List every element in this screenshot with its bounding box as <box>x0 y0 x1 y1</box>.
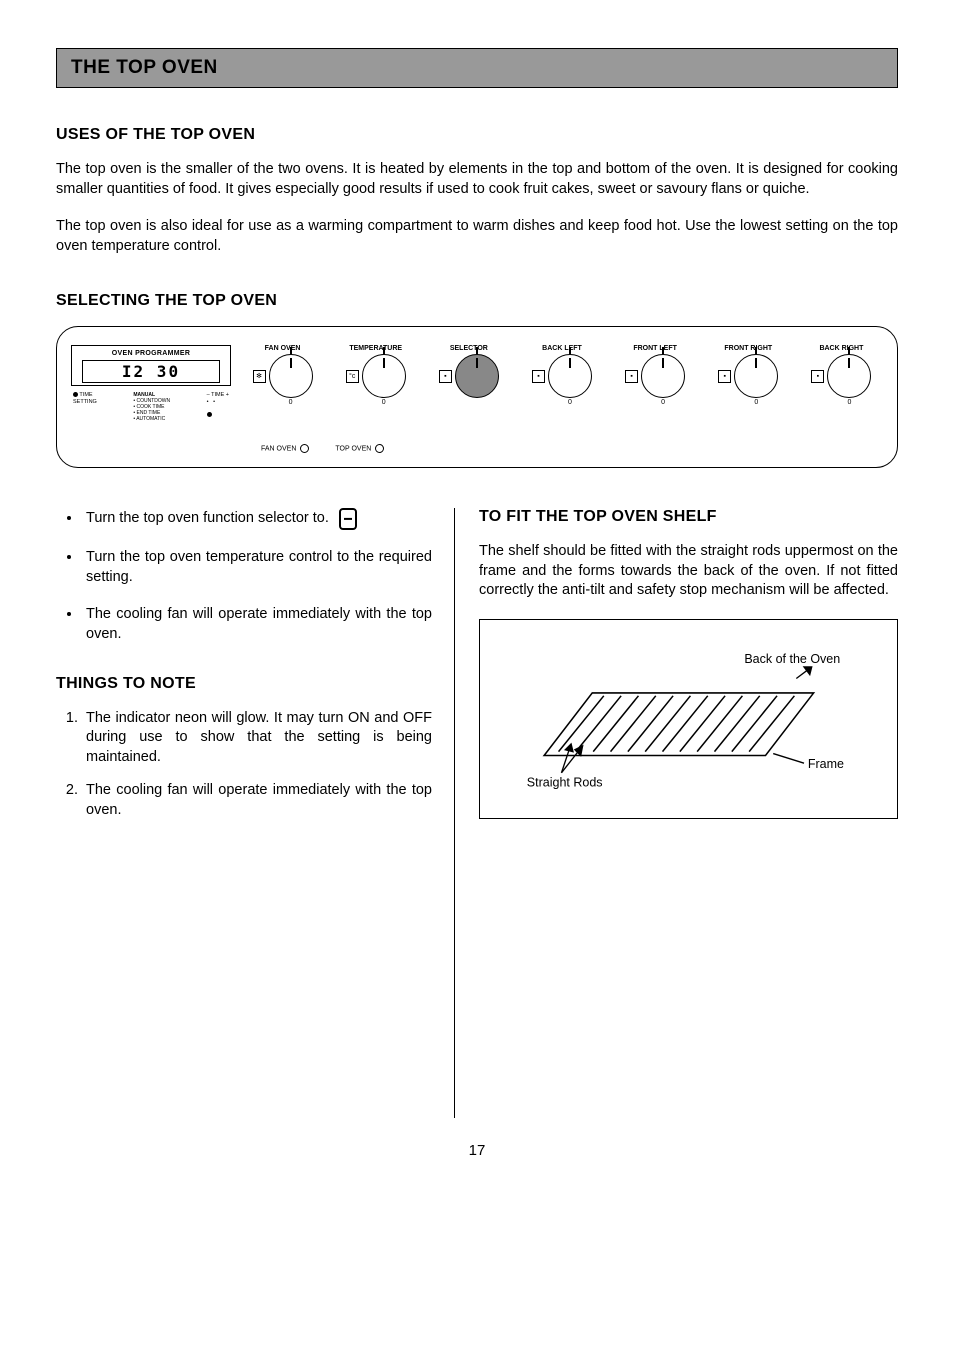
fit-para: The shelf should be fitted with the stra… <box>479 542 898 601</box>
control-panel: OVEN PROGRAMMER I2 30 TIMESETTING MANUAL… <box>56 326 898 468</box>
diagram-rods-label: Straight Rods <box>527 775 603 789</box>
diagram-frame-label: Frame <box>808 757 844 771</box>
knob-front-left: FRONT LEFT ▪0 <box>614 345 697 398</box>
selecting-heading: SELECTING THE TOP OVEN <box>56 292 898 310</box>
title-bar: THE TOP OVEN <box>56 48 898 88</box>
list-item: The cooling fan will operate immediately… <box>82 605 432 644</box>
programmer-display: I2 30 <box>82 360 220 383</box>
hob-fr-icon: ▪ <box>718 370 731 383</box>
selector-sq-icon: ▪ <box>439 370 452 383</box>
oven-programmer: OVEN PROGRAMMER I2 30 TIMESETTING MANUAL… <box>71 345 231 422</box>
left-column: Turn the top oven function selector to. … <box>56 508 454 1118</box>
knob-back-left: BACK LEFT ▪0 <box>520 345 603 398</box>
fan-oven-neon-icon <box>300 444 309 453</box>
things-notes: The indicator neon will glow. It may tur… <box>56 709 432 821</box>
diagram-back-label: Back of the Oven <box>744 652 840 666</box>
list-item: The indicator neon will glow. It may tur… <box>82 709 432 768</box>
right-column: TO FIT THE TOP OVEN SHELF The shelf shou… <box>454 508 898 1118</box>
knob-fan-oven: FAN OVEN ✻0 <box>241 345 324 398</box>
page-title: THE TOP OVEN <box>71 57 883 79</box>
hob-bl-icon: ▪ <box>532 370 545 383</box>
things-heading: THINGS TO NOTE <box>56 675 432 693</box>
uses-heading: USES OF THE TOP OVEN <box>56 126 898 144</box>
programmer-modes: MANUAL• COUNTDOWN• COOK TIME• END TIME• … <box>133 392 170 422</box>
knob-selector: SELECTOR ▪ <box>427 345 510 398</box>
knob-temperature: TEMPERATURE °c0 <box>334 345 417 398</box>
two-column-layout: Turn the top oven function selector to. … <box>56 508 898 1118</box>
hob-br-icon: ▪ <box>811 370 824 383</box>
time-setting-label: TIMESETTING <box>73 392 97 422</box>
hob-fl-icon: ▪ <box>625 370 638 383</box>
temperature-icon: °c <box>346 370 359 383</box>
programmer-label: OVEN PROGRAMMER <box>78 350 224 357</box>
fan-icon: ✻ <box>253 370 266 383</box>
selecting-section: SELECTING THE TOP OVEN OVEN PROGRAMMER I… <box>56 292 898 468</box>
uses-para-2: The top oven is also ideal for use as a … <box>56 217 898 256</box>
fit-heading: TO FIT THE TOP OVEN SHELF <box>479 508 898 526</box>
top-oven-neon-icon <box>375 444 384 453</box>
selecting-bullets: Turn the top oven function selector to. … <box>56 508 432 644</box>
list-item: Turn the top oven temperature control to… <box>82 548 432 587</box>
panel-bottom-labels: FAN OVEN TOP OVEN <box>261 444 883 453</box>
time-plusminus-label: – TIME +• • <box>207 392 229 422</box>
top-oven-selector-icon <box>339 508 357 530</box>
knob-back-right: BACK RIGHT ▪0 <box>800 345 883 398</box>
shelf-diagram: Back of the Oven Straight Rods Frame <box>479 619 898 819</box>
list-item: The cooling fan will operate immediately… <box>82 781 432 820</box>
list-item: Turn the top oven function selector to. <box>82 508 432 530</box>
uses-para-1: The top oven is the smaller of the two o… <box>56 160 898 199</box>
knob-front-right: FRONT RIGHT ▪0 <box>707 345 790 398</box>
page-number: 17 <box>56 1142 898 1159</box>
uses-section: USES OF THE TOP OVEN The top oven is the… <box>56 126 898 256</box>
